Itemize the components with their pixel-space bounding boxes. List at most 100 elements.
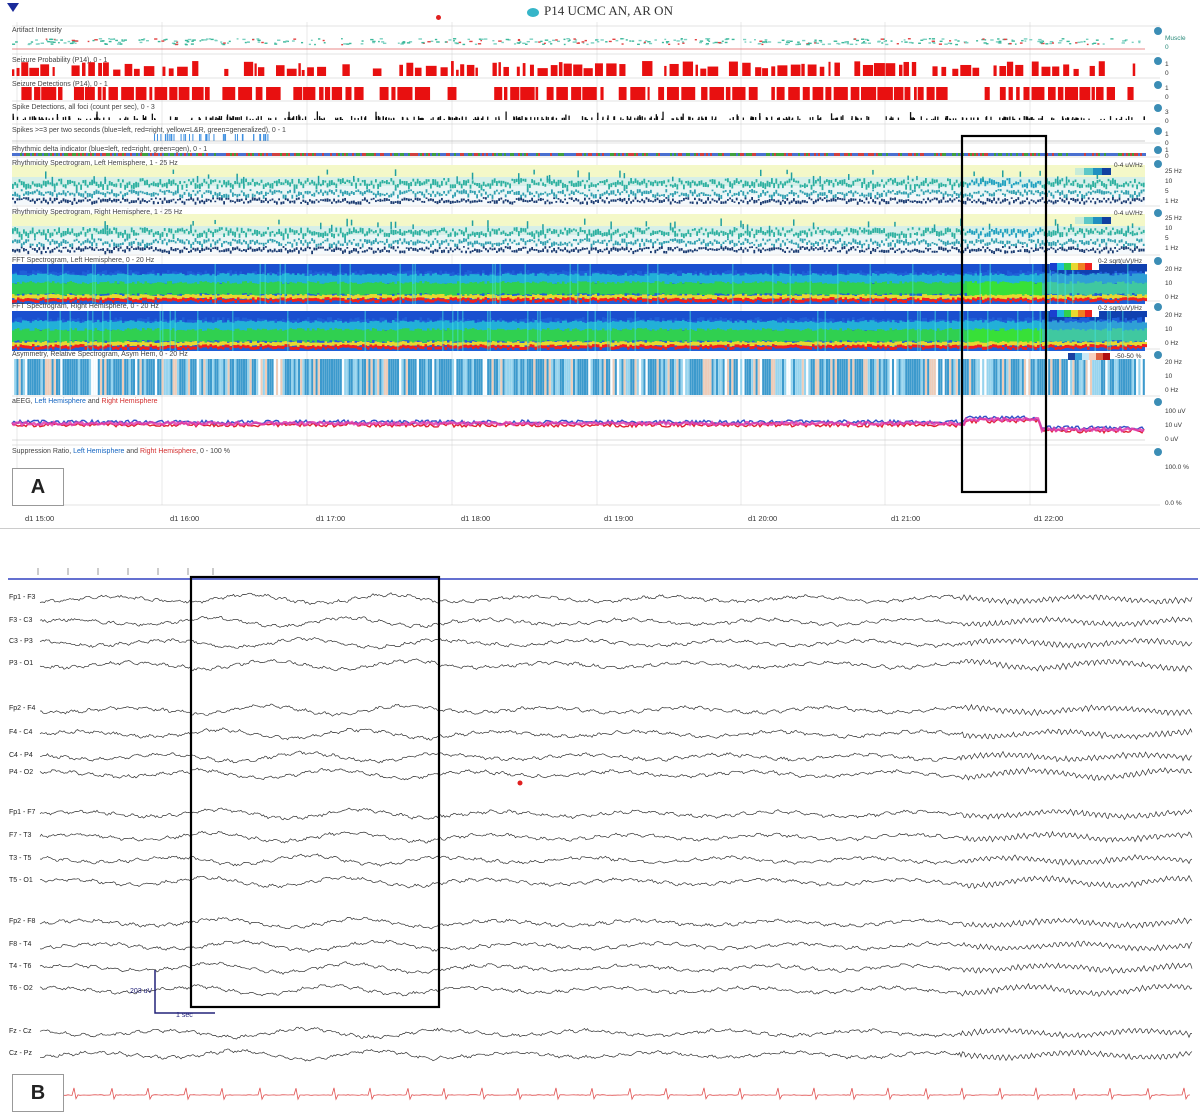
- rhythm-mark: [357, 250, 360, 254]
- rhythm-mark: [716, 184, 718, 188]
- rhythm-mark: [905, 248, 907, 250]
- rhythm-mark: [564, 183, 566, 188]
- rhythm-mark: [392, 240, 395, 244]
- rhythm-mark: [694, 181, 696, 186]
- seizure-prob-bar: [695, 64, 698, 76]
- rhythm-mark: [438, 184, 441, 188]
- delta-mark: [1016, 153, 1018, 156]
- rhythm-mark: [1006, 228, 1009, 234]
- rhythm-mark: [421, 191, 423, 196]
- rhythm-mark: [410, 181, 412, 187]
- rhythm-mark: [449, 247, 452, 251]
- delta-mark: [468, 153, 470, 156]
- rhythm-mark: [689, 181, 692, 188]
- rhythm-mark: [738, 181, 740, 185]
- rhythm-mark: [865, 184, 868, 190]
- rhythm-mark: [700, 192, 703, 194]
- rhythm-mark: [45, 233, 47, 239]
- rhythm-mark: [828, 179, 830, 186]
- rhythm-mark: [265, 183, 267, 187]
- rhythm-mark: [60, 232, 63, 238]
- rhythm-mark: [504, 181, 507, 188]
- rhythm-mark: [790, 200, 793, 204]
- delta-mark: [282, 153, 284, 156]
- rhythm-mark: [958, 241, 960, 245]
- rhythm-mark: [1021, 246, 1024, 248]
- rhythm-mark: [177, 248, 179, 250]
- rhythm-mark: [806, 246, 808, 250]
- rhythm-mark: [804, 238, 806, 241]
- delta-mark: [66, 153, 68, 156]
- spike-mark: [931, 118, 933, 120]
- rhythm-mark: [240, 227, 243, 233]
- rhythm-mark: [1138, 227, 1141, 230]
- delta-mark: [1036, 153, 1038, 156]
- spike-mark: [855, 117, 858, 120]
- rhythm-mark: [361, 243, 364, 248]
- rhythm-mark: [93, 248, 96, 251]
- rhythm-mark: [832, 194, 835, 200]
- artifact-mark: [785, 43, 789, 46]
- rhythm-mark: [163, 190, 166, 195]
- rhythm-mark: [1140, 231, 1143, 234]
- rhythm-mark: [91, 201, 93, 205]
- spike-mark: [937, 116, 939, 120]
- seizure-det-bar: [102, 87, 106, 100]
- delta-mark: [128, 153, 130, 156]
- artifact-track: [12, 38, 1141, 46]
- rhythm-mark: [1037, 180, 1039, 184]
- artifact-mark: [706, 39, 709, 41]
- rhythm-mark: [918, 200, 921, 204]
- fft-column: [34, 264, 37, 272]
- delta-mark: [198, 153, 200, 156]
- rhythm-mark: [36, 231, 38, 235]
- rhythm-mark: [570, 243, 573, 247]
- rhythm-mark: [119, 231, 122, 236]
- rhythm-mark: [328, 199, 331, 202]
- rhythm-mark: [188, 231, 190, 235]
- rhythm-mark: [592, 240, 595, 245]
- rhythm-mark: [771, 178, 773, 184]
- time-cursor-marker[interactable]: [7, 3, 19, 12]
- rhythm-mark: [973, 191, 976, 194]
- rhythm-mark: [324, 198, 327, 202]
- rhythm-mark: [1024, 242, 1026, 244]
- rhythm-mark: [698, 238, 701, 241]
- delta-mark: [876, 153, 878, 156]
- delta-mark: [620, 153, 622, 156]
- rhythm-mark: [762, 247, 764, 250]
- rhythm-mark: [537, 193, 540, 198]
- rhythm-mark: [738, 233, 740, 240]
- rhythm-mark: [504, 232, 507, 236]
- rhythm-mark: [522, 192, 525, 196]
- seizure-prob-bar: [862, 64, 874, 76]
- rhythm-mark: [289, 200, 291, 204]
- spike-mark: [198, 117, 200, 120]
- rhythm-mark: [694, 228, 696, 231]
- rhythm-mark: [326, 238, 329, 242]
- rhythm-mark: [161, 200, 164, 204]
- seizure-det-bar: [324, 87, 331, 100]
- rhythm-mark: [394, 169, 397, 176]
- panel-a-trend-view: P14 UCMC AN, AR ON Artifact Intensity Se…: [0, 0, 1200, 529]
- seizure-prob-bar: [307, 67, 314, 76]
- rhythm-mark: [390, 178, 393, 182]
- rhythm-mark: [460, 190, 463, 195]
- delta-mark: [658, 153, 660, 156]
- rhythm-mark: [1114, 239, 1116, 243]
- fft-column: [67, 294, 70, 299]
- rhythm-mark: [414, 197, 417, 200]
- rhythm-mark: [927, 197, 929, 201]
- rhythm-mark: [999, 183, 1002, 187]
- seizure-prob-bar: [1006, 61, 1014, 76]
- rhythm-mark: [887, 201, 890, 205]
- rhythm-mark: [856, 246, 859, 248]
- rhythm-mark: [841, 243, 844, 247]
- delta-mark: [24, 153, 26, 156]
- rhythm-mark: [986, 197, 989, 202]
- rhythm-mark: [834, 247, 837, 250]
- rhythm-mark: [907, 193, 910, 198]
- rhythm-mark: [179, 228, 181, 232]
- rhythm-mark: [815, 230, 817, 234]
- rhythm-mark: [443, 200, 445, 204]
